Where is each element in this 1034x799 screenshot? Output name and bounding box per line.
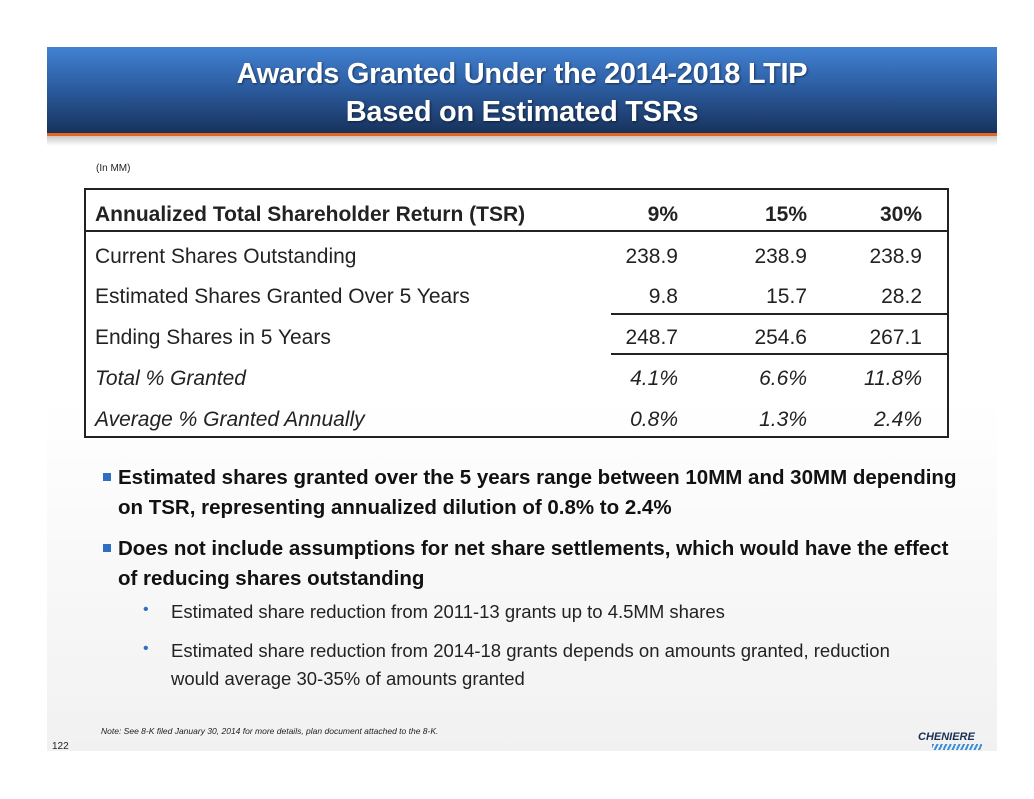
sub-bullet-point: Estimated share reduction from 2014-18 g… <box>171 640 890 689</box>
row-label: Ending Shares in 5 Years <box>95 326 331 349</box>
row-label: Estimated Shares Granted Over 5 Years <box>95 285 470 308</box>
logo-stripes-icon <box>932 744 982 750</box>
banner-shadow <box>47 136 997 146</box>
footnote: Note: See 8-K filed January 30, 2014 for… <box>101 726 439 736</box>
header-divider <box>86 230 947 232</box>
square-bullet-icon <box>103 473 111 481</box>
row-value: 28.2 <box>881 285 922 308</box>
row-value: 4.1% <box>630 367 678 390</box>
row-value: 238.9 <box>869 245 922 268</box>
row-value: 248.7 <box>625 326 678 349</box>
table-header-label: Annualized Total Shareholder Return (TSR… <box>95 203 526 226</box>
row-value: 0.8% <box>630 408 678 431</box>
round-bullet-icon: • <box>143 601 149 618</box>
slide-title-line2: Based on Estimated TSRs <box>345 96 699 128</box>
slide-background <box>47 47 997 751</box>
row-value: 9.8 <box>648 285 678 308</box>
column-header: 9% <box>647 203 678 226</box>
accent-line <box>47 133 997 136</box>
column-header: 30% <box>879 203 922 226</box>
column-header: 15% <box>764 203 807 226</box>
row-value: 1.3% <box>759 408 807 431</box>
slide-title-line1: Awards Granted Under the 2014-2018 LTIP <box>236 58 808 90</box>
sub-bullet-point: Estimated share reduction from 2011-13 g… <box>171 601 725 622</box>
row-value: 238.9 <box>625 245 678 268</box>
round-bullet-icon: • <box>143 640 149 657</box>
bullet-point: Does not include assumptions for net sha… <box>118 537 949 590</box>
units-label: (In MM) <box>96 163 131 174</box>
bullet-point: Estimated shares granted over the 5 year… <box>118 466 957 519</box>
row-value: 238.9 <box>754 245 807 268</box>
row-value: 11.8% <box>864 367 922 390</box>
total-divider <box>611 353 947 355</box>
row-value: 6.6% <box>759 367 807 390</box>
square-bullet-icon <box>103 544 111 552</box>
row-value: 254.6 <box>754 326 807 349</box>
cheniere-logo: CHENIERE <box>918 731 975 743</box>
row-value: 267.1 <box>869 326 922 349</box>
row-label: Average % Granted Annually <box>95 408 365 431</box>
title-banner <box>47 47 997 133</box>
row-label: Current Shares Outstanding <box>95 245 357 268</box>
tsr-table: Annualized Total Shareholder Return (TSR… <box>84 188 949 438</box>
row-value: 15.7 <box>766 285 807 308</box>
page-number: 122 <box>52 741 69 752</box>
subtotal-divider <box>611 313 947 315</box>
row-value: 2.4% <box>874 408 922 431</box>
row-label: Total % Granted <box>95 367 246 390</box>
